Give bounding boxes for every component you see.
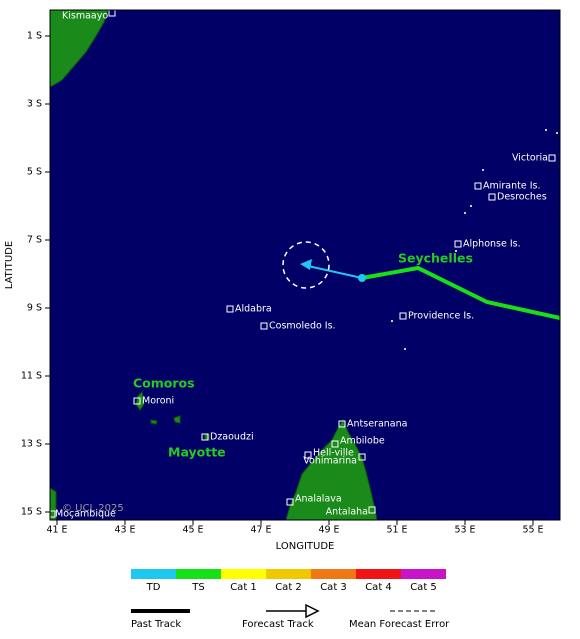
place-marker — [331, 440, 339, 448]
y-tick-label: 13 S — [21, 439, 42, 450]
category-swatch — [401, 569, 446, 579]
tracks — [282, 241, 561, 320]
legend: TD TS Cat 1 Cat 2 Cat 3 Cat 4 Cat 5 Past Track F… — [131, 569, 450, 630]
category-label: Cat 3 — [320, 582, 347, 593]
x-axis-label: LONGITUDE — [276, 541, 335, 552]
x-tick-label: 47 E — [250, 525, 271, 536]
place-label: Moçambique — [55, 509, 116, 520]
place-label: Providence Is. — [408, 311, 474, 322]
place-label: Cosmoledo Is. — [269, 321, 336, 332]
place-label: Moroni — [142, 396, 174, 407]
track-label: Past Track — [131, 619, 181, 630]
place-label: Vohimarina — [303, 456, 357, 467]
place-label: Analalava — [295, 494, 342, 505]
place-marker — [48, 510, 56, 518]
place-label: Desroches — [497, 192, 547, 203]
category-label: Cat 2 — [275, 582, 302, 593]
place-marker — [338, 420, 346, 428]
place-marker — [488, 193, 496, 201]
place-label: Kismaayo — [62, 11, 108, 22]
land — [49, 9, 378, 521]
category-label: Cat 1 — [230, 582, 257, 593]
region-label: Mayotte — [168, 445, 226, 460]
forecast-arrow — [300, 259, 312, 270]
place-label: Hell-ville — [313, 448, 354, 459]
x-tick-label: 41 E — [46, 525, 67, 536]
copyright: © UCL 2025 — [62, 503, 124, 514]
place-marker — [286, 498, 294, 506]
place-marker — [474, 182, 482, 190]
current-position — [358, 274, 366, 282]
place-marker — [399, 312, 407, 320]
category-swatch — [266, 569, 311, 579]
place-label: Ambilobe — [340, 436, 385, 447]
x-tick-label: 43 E — [114, 525, 135, 536]
map-frame — [49, 9, 561, 521]
y-axis-label: LATITUDE — [4, 241, 15, 289]
category-swatch — [176, 569, 221, 579]
forecast-track — [307, 265, 363, 279]
islets — [391, 129, 558, 350]
category-label: Cat 5 — [410, 582, 437, 593]
place-marker — [133, 397, 141, 405]
place-marker — [548, 154, 556, 162]
place-label: Amirante Is. — [483, 181, 541, 192]
place-label: Alphonse Is. — [463, 239, 521, 250]
y-tick-label: 3 S — [27, 99, 42, 110]
place-label: Aldabra — [235, 304, 272, 315]
place-label: Antalaha — [326, 507, 368, 518]
y-tick-label: 5 S — [27, 167, 42, 178]
place-label: Dzaoudzi — [210, 432, 254, 443]
category-swatch — [221, 569, 266, 579]
x-tick-label: 51 E — [386, 525, 407, 536]
place-marker — [454, 240, 462, 248]
x-tick-label: 45 E — [182, 525, 203, 536]
category-label: Cat 4 — [365, 582, 392, 593]
category-swatch — [311, 569, 356, 579]
y-tick-label: 7 S — [27, 235, 42, 246]
category-swatch — [131, 569, 176, 579]
past-track — [361, 265, 561, 320]
place-marker — [260, 322, 268, 330]
region-label: Comoros — [133, 376, 195, 391]
place-label: Victoria — [512, 153, 548, 164]
category-label: TS — [191, 582, 204, 593]
y-tick-label: 11 S — [21, 371, 42, 382]
x-tick-label: 49 E — [318, 525, 339, 536]
track-label: Mean Forecast Error — [349, 619, 450, 630]
x-tick-label: 53 E — [454, 525, 475, 536]
y-tick-label: 15 S — [21, 507, 42, 518]
forecast-arrow-key — [305, 603, 320, 619]
place-marker — [226, 305, 234, 313]
category-swatch — [356, 569, 401, 579]
y-tick-label: 9 S — [27, 303, 42, 314]
place-marker — [201, 433, 209, 441]
track-label: Forecast Track — [242, 619, 314, 630]
place-marker — [304, 451, 312, 459]
y-tick-label: 1 S — [27, 31, 42, 42]
x-tick-label: 55 E — [522, 525, 543, 536]
place-label: Antseranana — [347, 419, 407, 430]
category-label: TD — [146, 582, 161, 593]
place-marker — [368, 506, 376, 514]
place-marker — [358, 453, 366, 461]
forecast-error-circle — [282, 241, 330, 289]
region-label: Seychelles — [398, 251, 473, 266]
